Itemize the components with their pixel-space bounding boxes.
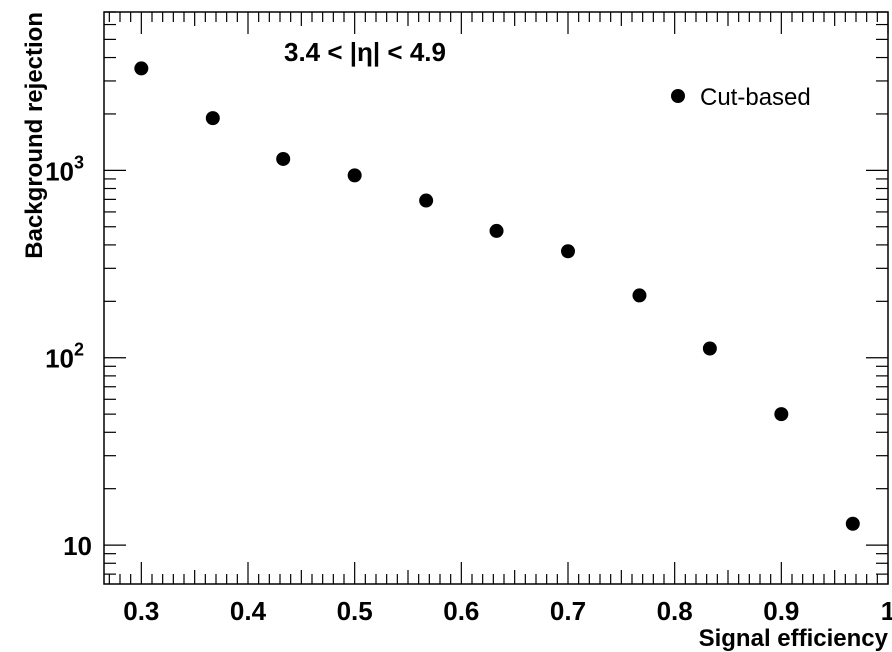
eta-range-annotation: 3.4 < |η| < 4.9 <box>284 37 446 67</box>
data-point <box>489 223 504 238</box>
data-point <box>134 61 149 76</box>
x-tick-label: 0.7 <box>550 596 586 626</box>
x-tick-label: 1 <box>881 596 892 626</box>
x-tick-label: 0.6 <box>443 596 479 626</box>
x-tick-label: 0.3 <box>123 596 159 626</box>
x-tick-label: 0.9 <box>763 596 799 626</box>
legend-label: Cut-based <box>700 84 811 111</box>
data-point <box>561 244 575 259</box>
data-point <box>276 151 291 166</box>
x-tick-label: 0.5 <box>337 596 373 626</box>
x-tick-label: 0.4 <box>230 596 267 626</box>
data-point <box>419 193 434 208</box>
data-point <box>702 341 717 356</box>
y-tick-label: 10 <box>63 531 92 561</box>
data-point <box>845 516 860 531</box>
data-point <box>632 288 647 303</box>
x-tick-label: 0.8 <box>657 596 693 626</box>
y-tick-label: 102 <box>45 340 84 374</box>
data-point <box>347 168 362 183</box>
y-axis-title: Background rejection <box>21 12 48 259</box>
data-point <box>205 111 220 126</box>
data-point <box>774 407 789 422</box>
y-tick-label: 103 <box>45 152 84 186</box>
legend-marker <box>671 89 685 103</box>
plot-frame <box>103 11 889 585</box>
x-axis-title: Signal efficiency <box>699 625 889 652</box>
